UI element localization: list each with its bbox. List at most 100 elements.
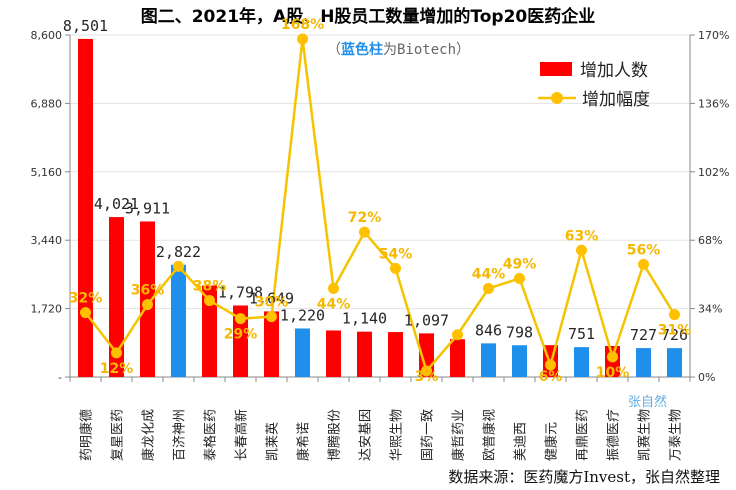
left-tick-label: 3,440 xyxy=(31,234,63,247)
bar-series xyxy=(78,38,682,377)
bar-value-label: 726 xyxy=(661,326,688,344)
bar-凯莱英 xyxy=(264,311,279,377)
bar-value-label: 2,822 xyxy=(156,243,201,261)
right-tick-label: 68% xyxy=(698,234,722,247)
pct-label: 12% xyxy=(100,361,134,377)
bar-value-label: 846 xyxy=(475,321,502,339)
legend-bar-label: 增加人数 xyxy=(580,61,648,81)
line-series xyxy=(80,33,680,377)
left-tick-label: 1,720 xyxy=(31,303,63,316)
bar-复星医药 xyxy=(109,217,124,377)
category-label: 欧普康视 xyxy=(482,409,498,461)
left-tick-label: 8,600 xyxy=(31,29,63,42)
right-tick-label: 170% xyxy=(698,29,729,42)
pct-label: 3% xyxy=(415,369,439,385)
left-tick-label: 6,880 xyxy=(31,97,63,110)
right-tick-label: 102% xyxy=(698,166,729,179)
source-note: 数据来源：医药魔方Invest，张自然整理 xyxy=(448,468,720,486)
note-open: （ xyxy=(327,42,341,58)
bar-value-label: 798 xyxy=(506,323,533,341)
bar-华熙生物 xyxy=(388,332,403,377)
legend-bar-swatch xyxy=(540,62,572,76)
bar-value-label: 8,501 xyxy=(63,17,108,35)
pct-label: 31% xyxy=(658,323,692,339)
note-highlight: 蓝色柱 xyxy=(341,41,383,58)
watermark: 张自然 xyxy=(628,394,667,410)
line-point-国药一致 xyxy=(421,365,432,377)
legend: 增加人数 增加幅度 xyxy=(538,61,650,110)
category-label: 百济神州 xyxy=(173,409,188,461)
category-label: 泰格医药 xyxy=(203,409,219,461)
legend-line-marker xyxy=(551,92,563,104)
category-label: 振德医疗 xyxy=(607,409,622,461)
bar-value-label: 1,798 xyxy=(218,283,263,301)
category-label: 健康元 xyxy=(544,422,560,461)
line-point-凯莱英 xyxy=(266,311,277,323)
bar-美迪西 xyxy=(512,345,527,377)
bar-value-label: 1,220 xyxy=(280,306,325,324)
category-label: 国药一致 xyxy=(421,409,436,461)
bar-药明康德 xyxy=(78,38,93,377)
category-label: 药明康德 xyxy=(79,409,95,461)
bar-value-label: 3,911 xyxy=(125,199,170,217)
bar-泰格医药 xyxy=(202,285,217,377)
pct-label: 10% xyxy=(596,365,630,381)
pct-label: 63% xyxy=(565,228,599,244)
line-point-美迪西 xyxy=(514,272,525,284)
pct-label: 72% xyxy=(348,210,382,226)
category-label: 康哲药业 xyxy=(451,409,467,461)
category-label: 长春高新 xyxy=(234,409,250,461)
bar-达安基因 xyxy=(357,331,372,377)
category-label: 再鼎医药 xyxy=(576,409,591,461)
bar-百济神州 xyxy=(171,264,186,377)
gridlines xyxy=(70,34,690,310)
bar-万泰生物 xyxy=(667,348,682,377)
right-tick-label: 34% xyxy=(698,303,722,316)
bar-value-label: 1,649 xyxy=(249,289,294,307)
note-rest: 为Biotech） xyxy=(383,42,470,58)
pct-label: 32% xyxy=(69,291,103,307)
pct-label: 44% xyxy=(472,266,506,282)
bar-博腾股份 xyxy=(326,330,341,377)
pct-label: 54% xyxy=(379,246,413,262)
bar-康哲药业 xyxy=(450,339,465,377)
pct-label: 49% xyxy=(503,256,537,272)
bar-value-label: 4,021 xyxy=(94,195,139,213)
category-label: 万泰生物 xyxy=(669,409,684,461)
line-point-复星医药 xyxy=(111,347,122,359)
biotech-note: （蓝色柱为Biotech） xyxy=(327,41,470,58)
bar-value-label: 751 xyxy=(568,325,595,343)
line-point-振德医疗 xyxy=(607,351,618,363)
category-label: 华熙生物 xyxy=(390,409,405,461)
bar-value-label: 1,097 xyxy=(404,311,449,329)
category-label: 凯莱英 xyxy=(266,422,281,461)
category-label: 达安基因 xyxy=(359,409,374,461)
line-point-华熙生物 xyxy=(390,262,401,274)
category-label: 美迪西 xyxy=(514,422,529,461)
line-point-百济神州 xyxy=(173,260,184,272)
line-point-博腾股份 xyxy=(328,282,339,294)
pct-label: 6% xyxy=(539,369,563,385)
pct-label: 30% xyxy=(255,295,289,311)
line-point-达安基因 xyxy=(359,226,370,238)
line-path xyxy=(84,37,676,373)
category-label: 凯赛生物 xyxy=(637,409,653,461)
line-point-康希诺 xyxy=(297,33,308,45)
bar-value-label: 727 xyxy=(630,326,657,344)
line-point-欧普康视 xyxy=(483,282,494,294)
bar-康希诺 xyxy=(295,328,310,377)
chart-title: 图二、2021年，A股、H股员工数量增加的Top20医药企业 xyxy=(141,6,596,27)
pct-label: 168% xyxy=(281,17,324,33)
bar-再鼎医药 xyxy=(574,347,589,377)
line-point-万泰生物 xyxy=(669,309,680,321)
category-label: 复星医药 xyxy=(111,409,126,461)
pct-label: 36% xyxy=(131,283,165,299)
bar-长春高新 xyxy=(233,305,248,377)
line-point-健康元 xyxy=(545,359,556,371)
right-tick-label: 136% xyxy=(698,97,729,110)
category-label: 博腾股份 xyxy=(327,409,343,461)
line-point-康哲药业 xyxy=(452,329,463,341)
pct-label: 56% xyxy=(627,242,661,258)
